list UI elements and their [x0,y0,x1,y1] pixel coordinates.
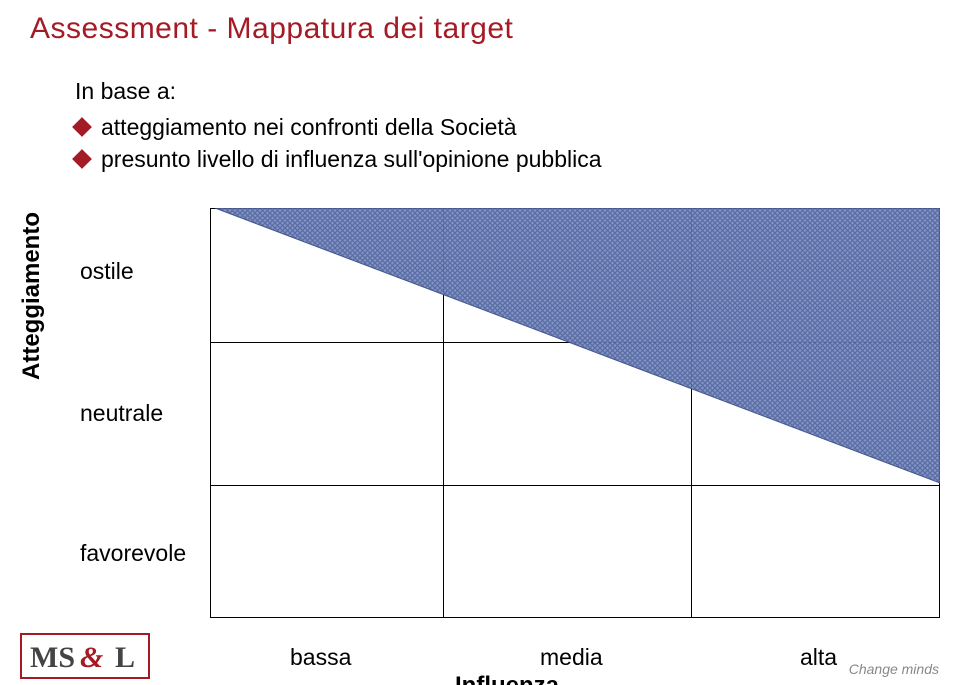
matrix-cell [691,208,940,343]
matrix-cell [443,485,692,618]
y-tick-label: favorevole [80,540,200,567]
x-tick-label: media [540,644,603,671]
bullet-text: presunto livello di influenza sull'opini… [101,143,602,175]
matrix-cell [443,208,692,343]
x-tick-label: bassa [290,644,351,671]
y-axis-label: Atteggiamento [18,212,46,380]
slide-title: Assessment - Mappatura dei target [30,12,513,46]
body-text-block: In base a: atteggiamento nei confronti d… [75,78,602,175]
matrix-cell [210,208,444,343]
y-tick-label: ostile [80,258,200,285]
logo-ms-text: MS [30,641,75,674]
matrix-cell [210,485,444,618]
matrix-cell [210,342,444,486]
matrix-cell [691,485,940,618]
diamond-bullet-icon [72,117,92,137]
logo-amp-text: & [80,641,103,674]
slide: Assessment - Mappatura dei target In bas… [0,0,959,685]
footer-tagline: Change minds [849,661,939,677]
matrix-cell [443,342,692,486]
matrix-chart [210,208,940,618]
bullet-text: atteggiamento nei confronti della Societ… [101,111,517,143]
diamond-bullet-icon [72,149,92,169]
y-tick-label: neutrale [80,400,200,427]
intro-line: In base a: [75,78,602,105]
x-tick-label: alta [800,644,837,671]
logo-l-text: L [115,641,135,674]
matrix-cell [691,342,940,486]
msl-logo-svg: MS & L [20,633,150,679]
msl-logo: MS & L [20,633,150,679]
bullet-item: atteggiamento nei confronti della Societ… [75,111,602,143]
bullet-item: presunto livello di influenza sull'opini… [75,143,602,175]
x-axis-label: Influenza [455,672,559,685]
